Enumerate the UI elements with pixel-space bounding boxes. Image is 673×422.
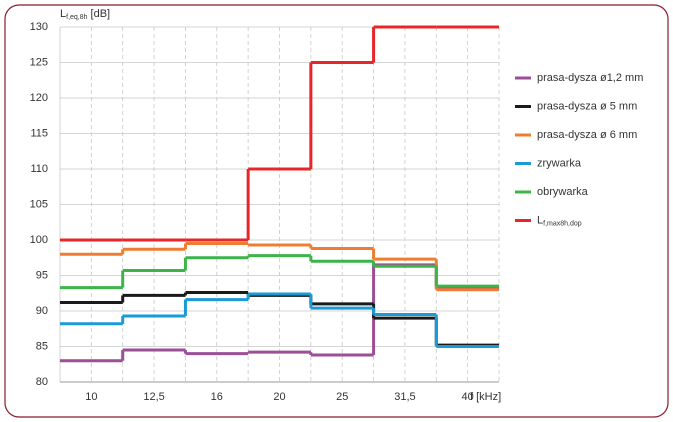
legend-label: zrywarka — [537, 157, 582, 169]
y-label-sub: f,eq,8h — [66, 14, 88, 21]
legend-label: obrywarka — [537, 186, 589, 198]
y-tick-label: 100 — [30, 234, 48, 246]
y-tick-label: 115 — [30, 127, 48, 139]
y-tick-label: 80 — [36, 376, 48, 388]
x-tick-label: 31,5 — [394, 391, 415, 403]
legend-label: Lf,max8h,dop — [537, 214, 582, 227]
legend-name: prasa-dysza ø1,2 mm — [537, 72, 643, 84]
frame — [4, 4, 669, 418]
y-tick-label: 130 — [30, 21, 48, 33]
legend-name: prasa-dysza ø 6 mm — [537, 129, 637, 141]
y-tick-label: 125 — [30, 56, 48, 68]
legend-label: prasa-dysza ø1,2 mm — [537, 72, 643, 84]
y-tick-label: 110 — [30, 163, 48, 175]
x-tick-label: 25 — [336, 391, 348, 403]
x-tick-label: 16 — [211, 391, 223, 403]
y-tick-label: 90 — [36, 305, 48, 317]
legend-name: prasa-dysza ø 5 mm — [537, 100, 637, 112]
y-tick-label: 85 — [36, 340, 48, 352]
y-axis-label: Lf,eq,8h [dB] — [60, 8, 110, 21]
legend-name-sub: f,max8h,dop — [543, 220, 582, 227]
x-tick-label: 12,5 — [143, 391, 164, 403]
y-tick-label: 95 — [36, 269, 48, 281]
y-tick-label: 105 — [30, 198, 48, 210]
y-tick-label: 120 — [30, 92, 48, 104]
x-tick-label: 40 — [462, 391, 474, 403]
x-tick-label: 20 — [273, 391, 285, 403]
y-label-main: L — [60, 8, 66, 20]
legend-label: prasa-dysza ø 5 mm — [537, 100, 637, 112]
legend-name: obrywarka — [537, 186, 589, 198]
x-axis-label: f [kHz] — [470, 391, 501, 403]
legend-label: prasa-dysza ø 6 mm — [537, 129, 637, 141]
legend-name: zrywarka — [537, 157, 582, 169]
y-label-unit: [dB] — [91, 8, 111, 20]
x-tick-label: 10 — [85, 391, 97, 403]
legend-name: L — [537, 214, 543, 226]
